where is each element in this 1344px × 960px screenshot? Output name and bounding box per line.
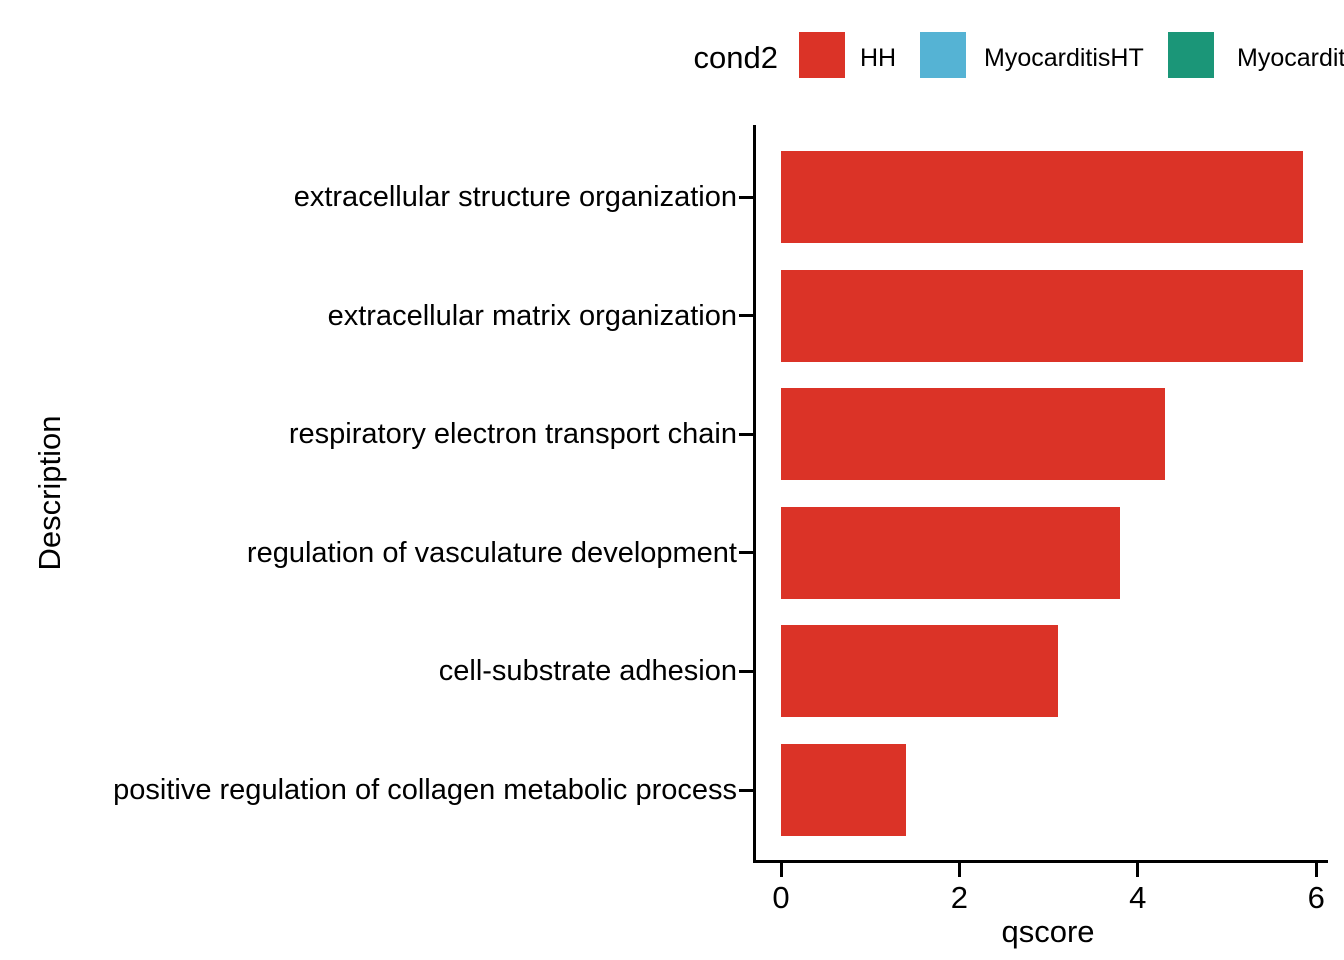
bar [781, 506, 1120, 599]
x-axis-tick-label: 4 [1129, 880, 1147, 915]
x-axis-tick [1314, 863, 1318, 877]
bar [781, 625, 1058, 718]
x-axis-tick [1136, 863, 1140, 877]
x-axis-title: qscore [1001, 914, 1095, 949]
x-axis-tick-label: 2 [950, 880, 969, 915]
y-axis-category-label: extracellular structure organization [293, 181, 737, 213]
y-axis-category-label: positive regulation of collagen metaboli… [113, 774, 737, 806]
legend-label-hh: HH [860, 44, 897, 72]
x-axis-tick [957, 863, 961, 877]
bar [781, 388, 1165, 481]
y-axis-tick [739, 551, 754, 555]
y-axis-category-label: cell-substrate adhesion [438, 655, 737, 688]
x-axis-tick-label: 6 [1307, 880, 1325, 915]
y-axis-category-label: regulation of vasculature development [246, 536, 737, 569]
x-axis-tick-label: 0 [772, 880, 790, 915]
y-axis-category-label: extracellular matrix organization [327, 299, 737, 332]
legend-label-myocarditis-truncated: Myocarditis [1237, 44, 1344, 72]
bar [781, 744, 906, 836]
bar [781, 269, 1303, 362]
y-axis-tick [739, 788, 754, 792]
legend-swatch-myocarditis [1168, 32, 1214, 78]
y-axis-tick [739, 432, 754, 436]
legend-swatch-myocarditisht [920, 32, 966, 78]
legend-label-myocarditisht: MyocarditisHT [984, 44, 1144, 72]
y-axis-tick [739, 195, 754, 199]
x-axis-line [753, 860, 1328, 863]
x-axis-tick [779, 863, 783, 877]
y-axis-category-label: respiratory electron transport chain [288, 418, 737, 451]
y-axis-line [753, 125, 756, 863]
bar [781, 151, 1303, 243]
legend-title: cond2 [693, 40, 778, 75]
y-axis-tick [739, 314, 754, 318]
y-axis-tick [739, 669, 754, 673]
legend-swatch-hh [799, 32, 845, 78]
